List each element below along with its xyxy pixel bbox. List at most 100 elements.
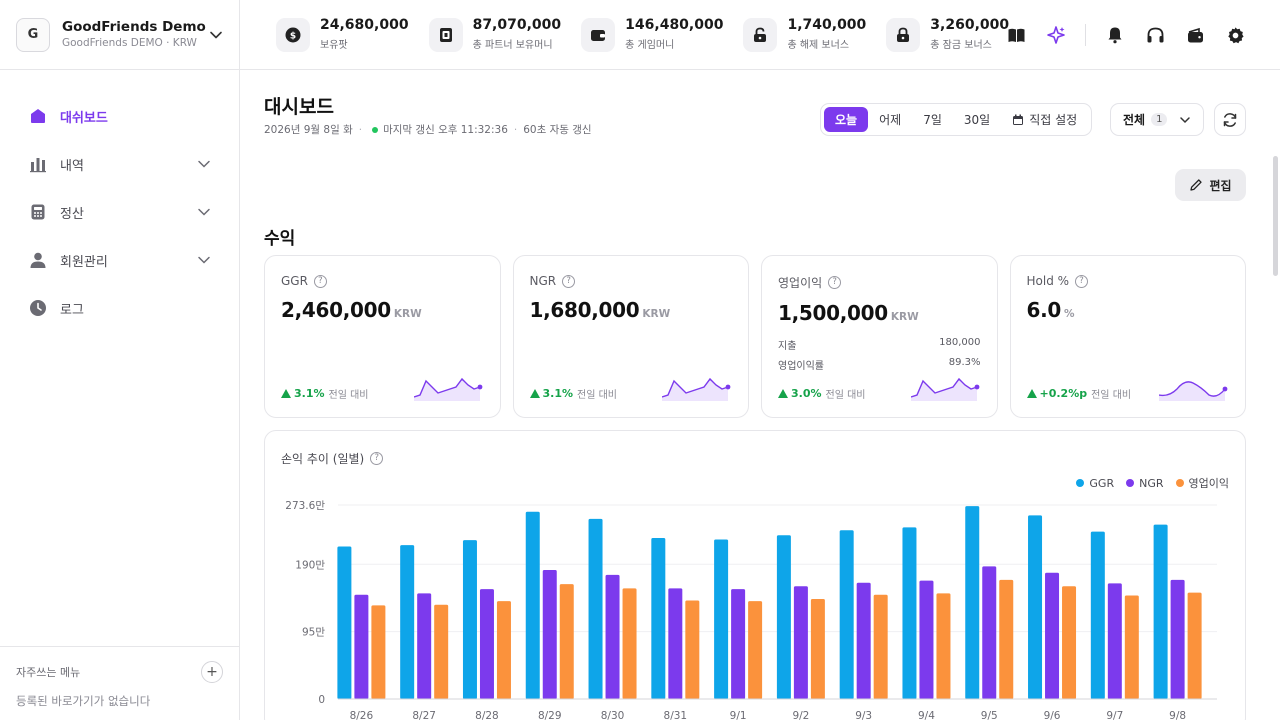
bar-ggr	[525, 511, 540, 699]
sidebar-item-logs[interactable]: 로그	[0, 284, 239, 332]
lock-icon	[886, 17, 921, 52]
help-icon[interactable]: ?	[828, 276, 842, 289]
scope-count-badge: 1	[1151, 113, 1168, 126]
detail-value: 89.3%	[948, 357, 981, 368]
stat-partner-money: 87,070,000 총 파트너 보유머니	[428, 17, 561, 52]
bar-ggr	[400, 545, 415, 699]
bar-ggr	[462, 540, 477, 699]
sparkle-icon[interactable]	[1045, 24, 1067, 46]
card-detail-rows: 지출 180,000 영업이익률 89.3%	[778, 337, 981, 372]
range-7d-button[interactable]: 7일	[923, 113, 942, 127]
legend-item-ggr[interactable]: GGR	[1076, 475, 1114, 491]
x-tick-label: 8/28	[475, 710, 499, 720]
sidebar-nav: 대쉬보드 내역 정산 회원관리 로그	[0, 70, 239, 332]
refresh-icon	[1223, 112, 1237, 127]
topbar: $ 24,680,000 보유팟 87,070,000 총 파트너 보유머니 1…	[240, 0, 1280, 70]
range-custom-label: 직접 설정	[1029, 113, 1078, 127]
card-unit: KRW	[393, 308, 422, 320]
stat-released-bonus: 1,740,000 총 해제 보너스	[743, 16, 867, 52]
clock-icon	[28, 298, 48, 318]
wallet-icon[interactable]	[1184, 24, 1206, 46]
bar-ngr	[354, 594, 369, 699]
account-switcher[interactable]: G GoodFriends Demo GoodFriends DEMO · KR…	[0, 0, 239, 70]
stat-label: 총 파트너 보유머니	[472, 40, 553, 52]
section-title: 수익	[264, 229, 296, 249]
trend-up-icon	[529, 389, 540, 398]
help-icon[interactable]: ?	[370, 452, 384, 465]
last-updated: 마지막 갱신 오후 11:32:36	[383, 124, 508, 136]
kpi-cards: GGR? 2,460,000 KRW 3.1% 전일 대비 NGR? 1,680,0…	[264, 255, 1246, 418]
legend-item-operating-profit[interactable]: 영업이익	[1175, 475, 1229, 491]
favorites-panel: 자주쓰는 메뉴 + 등록된 바로가기가 없습니다	[0, 646, 239, 720]
refresh-button[interactable]	[1214, 103, 1246, 136]
sidebar-item-dashboard[interactable]: 대쉬보드	[0, 92, 239, 140]
current-date: 2026년 9월 8일 화	[264, 124, 353, 136]
bar-ngr	[856, 582, 871, 699]
card-title: Hold %	[1026, 274, 1070, 288]
brand-sub: GoodFriends DEMO · KRW	[62, 37, 197, 50]
help-icon[interactable]: ?	[1075, 274, 1089, 288]
page-meta: 2026년 9월 8일 화 · 마지막 갱신 오후 11:32:36 · 60초…	[264, 123, 592, 137]
bar-ngr	[982, 566, 997, 699]
range-yesterday-button[interactable]: 어제	[879, 113, 902, 127]
edit-button[interactable]: 편집	[1175, 169, 1246, 201]
calculator-icon	[28, 202, 48, 222]
card-delta: +0.2%p	[1039, 387, 1088, 400]
date-range-selector: 오늘 어제 7일 30일 직접 설정	[820, 103, 1093, 136]
sidebar-item-history[interactable]: 내역	[0, 140, 239, 188]
bar-영업이익	[1062, 586, 1077, 699]
bell-icon[interactable]	[1104, 24, 1126, 46]
bar-영업이익	[1124, 595, 1139, 699]
x-tick-label: 8/29	[538, 710, 562, 720]
bar-영업이익	[873, 594, 888, 699]
stat-game-money: 146,480,000 총 게임머니	[581, 17, 723, 52]
sidebar-item-label: 내역	[60, 158, 84, 174]
scrollbar[interactable]	[1273, 156, 1278, 276]
card-title: 영업이익	[778, 276, 823, 290]
bar-ngr	[1107, 583, 1122, 699]
brand-avatar: G	[16, 17, 50, 52]
calendar-icon	[1013, 114, 1024, 125]
bar-ngr	[1045, 572, 1060, 699]
help-icon[interactable]: ?	[562, 274, 576, 288]
add-favorite-button[interactable]: +	[201, 661, 223, 683]
gear-icon[interactable]	[1224, 24, 1246, 46]
bar-ngr	[542, 569, 557, 699]
bar-영업이익	[936, 593, 951, 699]
chevron-down-icon[interactable]	[209, 28, 223, 42]
coin-icon: $	[276, 17, 310, 52]
x-tick-label: 9/2	[792, 710, 809, 720]
sparkline	[413, 377, 482, 401]
scope-select[interactable]: 전체 1	[1110, 103, 1204, 136]
range-today-button[interactable]: 오늘	[824, 107, 869, 132]
trend-up-icon	[778, 389, 788, 398]
live-status-dot	[372, 126, 379, 133]
help-icon[interactable]: ?	[313, 274, 327, 288]
headset-icon[interactable]	[1144, 24, 1166, 46]
sparkline	[662, 377, 731, 401]
x-tick-label: 9/7	[1106, 710, 1123, 720]
chevron-down-icon	[198, 256, 210, 264]
sidebar-item-members[interactable]: 회원관리	[0, 236, 239, 284]
card-delta: 3.1%	[542, 387, 574, 400]
chart-title: 손익 추이 (일별)	[281, 452, 365, 466]
range-30d-button[interactable]: 30일	[963, 113, 991, 127]
favorites-empty: 등록된 바로가기가 없습니다	[16, 694, 151, 708]
legend-label: NGR	[1139, 476, 1164, 490]
bar-영업이익	[810, 599, 825, 699]
legend-item-ngr[interactable]: NGR	[1126, 475, 1164, 491]
bar-ngr	[731, 589, 746, 699]
stat-locked-bonus: 3,260,000 총 잠금 보너스	[886, 17, 1009, 52]
favorites-title: 자주쓰는 메뉴	[16, 666, 81, 679]
page-title: 대시보드	[264, 96, 334, 118]
bar-ngr	[793, 586, 808, 699]
unlock-icon	[743, 17, 778, 52]
bar-ggr	[588, 518, 603, 699]
book-icon[interactable]	[1005, 24, 1027, 46]
sidebar-item-settlement[interactable]: 정산	[0, 188, 239, 236]
stat-label: 총 게임머니	[625, 40, 675, 52]
range-custom-button[interactable]: 직접 설정	[1001, 107, 1088, 132]
bar-ngr	[668, 588, 683, 699]
x-tick-label: 9/8	[1169, 710, 1186, 720]
stat-value: 1,740,000	[787, 16, 867, 33]
